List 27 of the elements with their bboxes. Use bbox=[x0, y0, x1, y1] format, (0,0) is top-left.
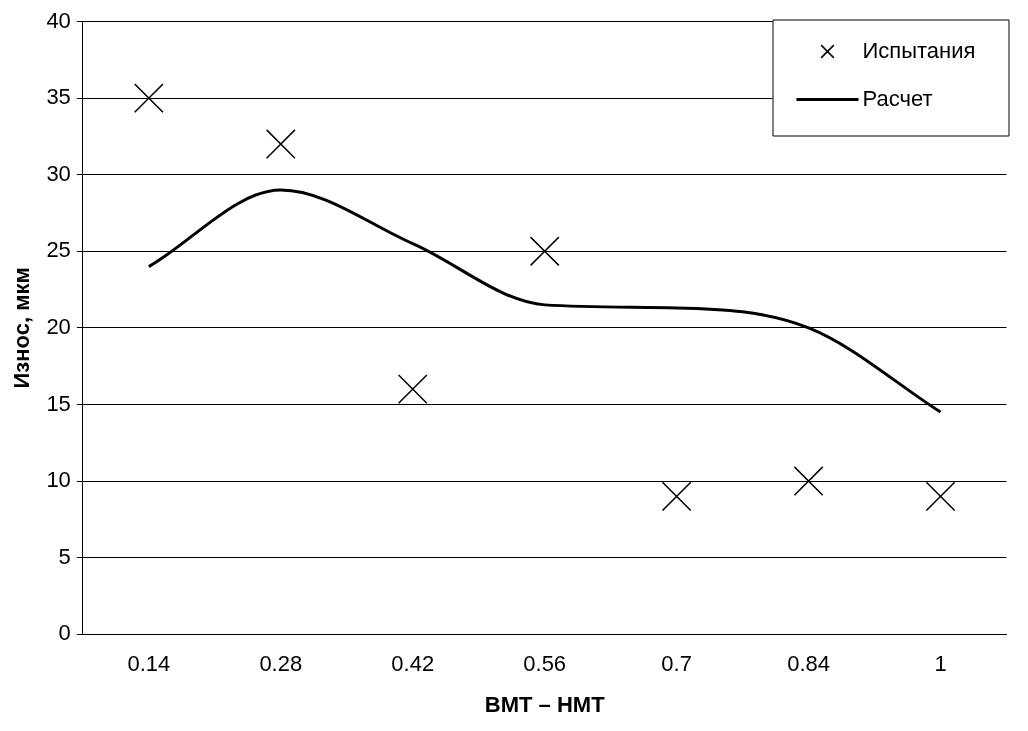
point bbox=[397, 374, 428, 405]
point bbox=[925, 481, 956, 512]
x-tick-label: 0.14 bbox=[127, 651, 171, 677]
x-tick-label: 0.7 bbox=[661, 651, 692, 677]
legend-label: Расчет bbox=[862, 85, 933, 111]
x-axis-title: ВМТ – НМТ bbox=[484, 691, 606, 717]
y-tick-label: 0 bbox=[58, 620, 71, 646]
y-tick-label: 40 bbox=[46, 7, 71, 33]
x-tick-label: 0.84 bbox=[787, 651, 830, 677]
x-tick-label: 1 bbox=[934, 651, 947, 677]
y-tick-label: 35 bbox=[46, 84, 71, 110]
y-tick-label: 15 bbox=[46, 390, 71, 416]
x-tick-label: 0.28 bbox=[259, 651, 303, 677]
point bbox=[133, 83, 164, 113]
point bbox=[661, 481, 692, 512]
y-tick-label: 10 bbox=[46, 467, 71, 493]
y-tick-label: 20 bbox=[46, 313, 71, 339]
point bbox=[793, 466, 824, 496]
y-tick-label: 30 bbox=[46, 160, 71, 186]
point bbox=[265, 129, 296, 159]
y-tick-label: 5 bbox=[58, 543, 71, 569]
point bbox=[529, 236, 560, 267]
y-axis-title: Износ, мкм bbox=[9, 267, 35, 389]
legend-label: Испытания bbox=[862, 37, 976, 63]
x-tick-label: 0.42 bbox=[391, 651, 435, 677]
x-tick-label: 0.56 bbox=[523, 651, 567, 677]
y-tick-label: 25 bbox=[46, 237, 71, 263]
